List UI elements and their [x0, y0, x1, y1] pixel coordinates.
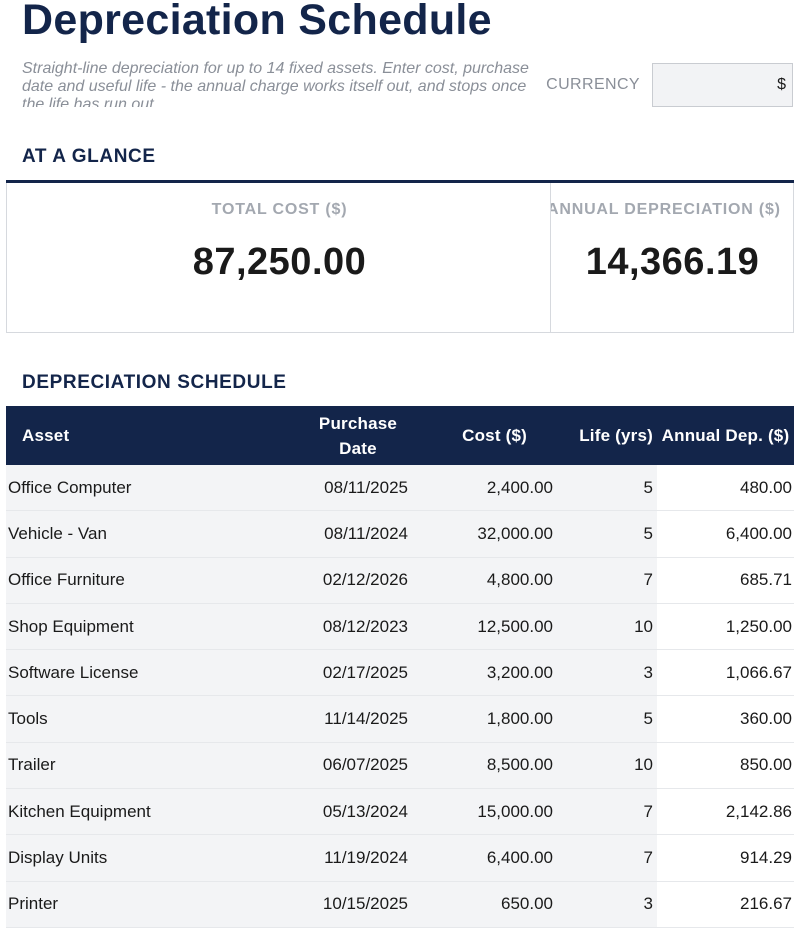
table-row: Tools 11/14/2025 1,800.00 5 360.00	[6, 695, 794, 743]
purchase-date-cell[interactable]: 02/17/2025	[276, 649, 416, 697]
table-row: Shop Equipment 08/12/2023 12,500.00 10 1…	[6, 603, 794, 651]
life-cell[interactable]: 5	[557, 510, 657, 558]
total-cost-label: TOTAL COST ($)	[211, 201, 348, 218]
life-cell[interactable]: 7	[557, 788, 657, 836]
column-header-cost: Cost ($)	[416, 406, 557, 465]
asset-cell[interactable]: Office Computer	[6, 465, 276, 512]
cost-cell[interactable]: 6,400.00	[416, 834, 557, 882]
asset-cell[interactable]: Shop Equipment	[6, 603, 276, 651]
life-cell[interactable]: 10	[557, 742, 657, 790]
asset-cell[interactable]: Printer	[6, 881, 276, 928]
life-cell[interactable]: 7	[557, 834, 657, 882]
table-row: Office Furniture 02/12/2026 4,800.00 7 6…	[6, 557, 794, 604]
annual-dep-cell: 1,066.67	[657, 649, 794, 697]
cost-cell[interactable]: 32,000.00	[416, 510, 557, 558]
page-subtitle: Straight-line depreciation for up to 14 …	[22, 60, 529, 107]
table-row: Software License 02/17/2025 3,200.00 3 1…	[6, 649, 794, 697]
cost-cell[interactable]: 2,400.00	[416, 465, 557, 512]
life-cell[interactable]: 10	[557, 603, 657, 651]
cost-cell[interactable]: 1,800.00	[416, 695, 557, 743]
purchase-date-cell[interactable]: 08/12/2023	[276, 603, 416, 651]
life-cell[interactable]: 3	[557, 881, 657, 928]
cost-cell[interactable]: 8,500.00	[416, 742, 557, 790]
at-a-glance-panel: TOTAL COST ($) 87,250.00 ANNUAL DEPRECIA…	[6, 180, 794, 333]
cost-cell[interactable]: 12,500.00	[416, 603, 557, 651]
purchase-date-cell[interactable]: 10/15/2025	[276, 881, 416, 928]
table-row: Display Units 11/19/2024 6,400.00 7 914.…	[6, 834, 794, 882]
currency-input[interactable]	[652, 63, 793, 107]
schedule-heading: DEPRECIATION SCHEDULE	[22, 372, 287, 393]
annual-depreciation-card: ANNUAL DEPRECIATION ($) 14,366.19	[551, 183, 794, 333]
asset-cell[interactable]: Display Units	[6, 834, 276, 882]
annual-depreciation-label: ANNUAL DEPRECIATION ($)	[551, 201, 781, 218]
life-cell[interactable]: 5	[557, 695, 657, 743]
table-header-row: Asset Purchase Date Cost ($) Life (yrs) …	[6, 406, 794, 465]
depreciation-schedule-table: Asset Purchase Date Cost ($) Life (yrs) …	[6, 406, 794, 928]
annual-dep-cell: 360.00	[657, 695, 794, 743]
purchase-date-cell[interactable]: 11/14/2025	[276, 695, 416, 743]
total-cost-value: 87,250.00	[192, 241, 367, 283]
asset-cell[interactable]: Office Furniture	[6, 557, 276, 604]
column-header-life: Life (yrs)	[557, 406, 657, 465]
life-cell[interactable]: 7	[557, 557, 657, 604]
purchase-date-cell[interactable]: 11/19/2024	[276, 834, 416, 882]
purchase-date-cell[interactable]: 06/07/2025	[276, 742, 416, 790]
purchase-date-cell[interactable]: 08/11/2024	[276, 510, 416, 558]
cost-cell[interactable]: 4,800.00	[416, 557, 557, 604]
total-cost-card: TOTAL COST ($) 87,250.00	[6, 183, 551, 333]
annual-dep-cell: 914.29	[657, 834, 794, 882]
purchase-date-cell[interactable]: 05/13/2024	[276, 788, 416, 836]
table-row: Office Computer 08/11/2025 2,400.00 5 48…	[6, 465, 794, 512]
purchase-date-cell[interactable]: 08/11/2025	[276, 465, 416, 512]
asset-cell[interactable]: Tools	[6, 695, 276, 743]
life-cell[interactable]: 5	[557, 465, 657, 512]
annual-dep-cell: 1,250.00	[657, 603, 794, 651]
table-row: Trailer 06/07/2025 8,500.00 10 850.00	[6, 742, 794, 790]
asset-cell[interactable]: Kitchen Equipment	[6, 788, 276, 836]
annual-dep-cell: 685.71	[657, 557, 794, 604]
annual-dep-cell: 850.00	[657, 742, 794, 790]
currency-label: CURRENCY	[546, 76, 640, 93]
cost-cell[interactable]: 3,200.00	[416, 649, 557, 697]
purchase-date-cell[interactable]: 02/12/2026	[276, 557, 416, 604]
glance-heading: AT A GLANCE	[22, 146, 156, 167]
column-header-purchase-date: Purchase Date	[276, 406, 416, 465]
table-row: Printer 10/15/2025 650.00 3 216.67	[6, 881, 794, 928]
annual-dep-cell: 2,142.86	[657, 788, 794, 836]
table-row: Vehicle - Van 08/11/2024 32,000.00 5 6,4…	[6, 510, 794, 558]
annual-depreciation-value: 14,366.19	[585, 241, 760, 283]
annual-dep-cell: 6,400.00	[657, 510, 794, 558]
cost-cell[interactable]: 650.00	[416, 881, 557, 928]
page-title: Depreciation Schedule	[22, 0, 492, 44]
asset-cell[interactable]: Software License	[6, 649, 276, 697]
asset-cell[interactable]: Trailer	[6, 742, 276, 790]
table-row: Kitchen Equipment 05/13/2024 15,000.00 7…	[6, 788, 794, 836]
asset-cell[interactable]: Vehicle - Van	[6, 510, 276, 558]
column-header-asset: Asset	[6, 406, 276, 465]
cost-cell[interactable]: 15,000.00	[416, 788, 557, 836]
annual-dep-cell: 216.67	[657, 881, 794, 928]
column-header-annual-dep: Annual Dep. ($)	[657, 406, 794, 465]
annual-dep-cell: 480.00	[657, 465, 794, 512]
life-cell[interactable]: 3	[557, 649, 657, 697]
